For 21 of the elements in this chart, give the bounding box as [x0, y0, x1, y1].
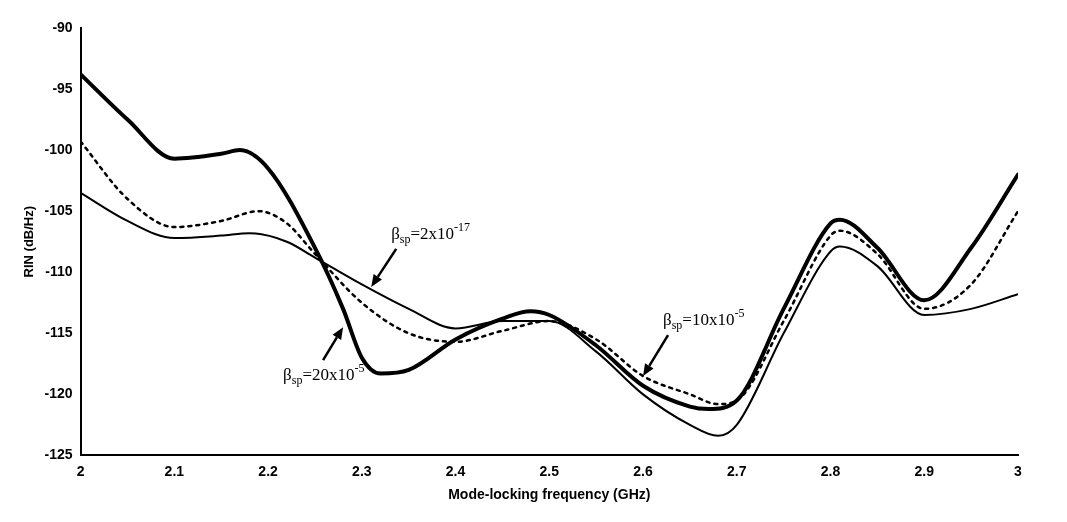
x-tick-label: 2.9 [914, 462, 935, 479]
y-tick-label: -120 [44, 385, 73, 402]
x-tick-label: 3 [1014, 462, 1023, 479]
x-tick-label: 2.5 [539, 462, 560, 479]
y-tick-label: -100 [44, 140, 73, 157]
y-axis-title: RIN (dB/Hz) [21, 205, 37, 278]
x-tick-label: 2.1 [164, 462, 185, 479]
x-tick-label: 2.6 [633, 462, 653, 479]
y-tick-label: -125 [44, 446, 73, 463]
x-tick-label: 2 [76, 462, 85, 479]
x-tick-label: 2.2 [258, 462, 279, 479]
x-tick-label: 2.8 [820, 462, 841, 479]
x-tick-label: 2.4 [445, 462, 466, 479]
y-tick-label: -90 [52, 18, 73, 35]
y-tick-label: -95 [52, 79, 73, 96]
y-tick-label: -110 [45, 263, 73, 280]
x-axis-title: Mode-locking frequency (GHz) [448, 486, 651, 503]
y-tick-label: -105 [44, 202, 73, 219]
y-tick-label: -115 [45, 324, 73, 341]
x-tick-label: 2.7 [727, 462, 747, 479]
x-tick-label: 2.3 [352, 462, 372, 479]
